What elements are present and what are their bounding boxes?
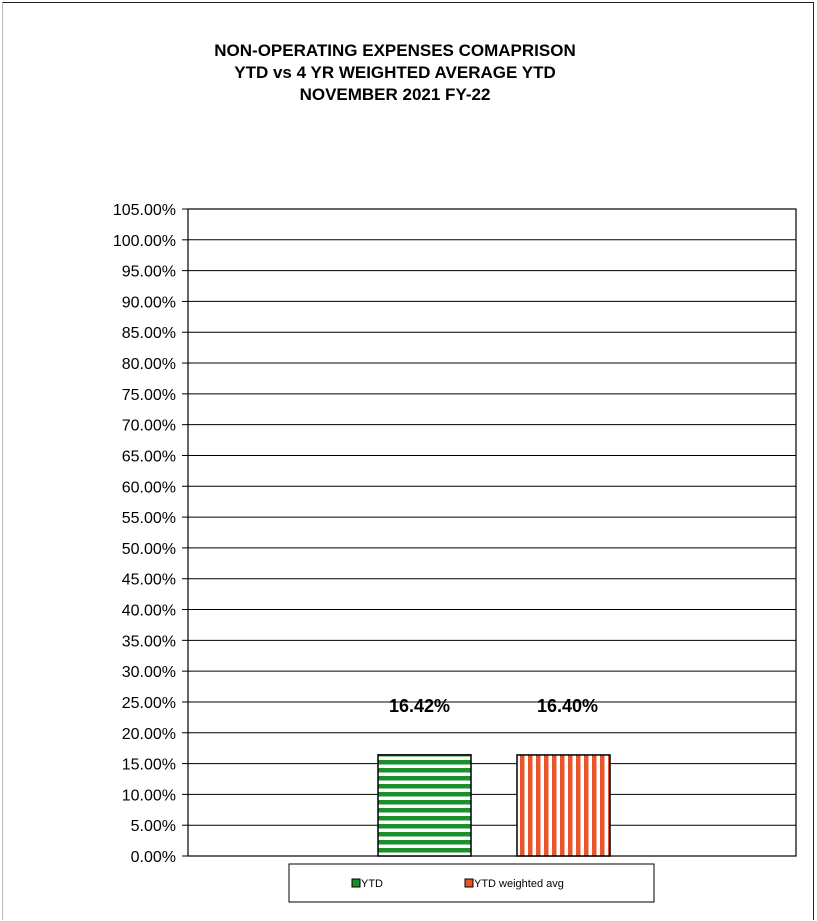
y-tick-label: 90.00% <box>122 294 176 311</box>
y-tick-label: 5.00% <box>131 818 176 835</box>
plot-area-border <box>187 208 797 857</box>
y-tick-label: 55.00% <box>122 510 176 527</box>
legend-label: YTD <box>361 878 383 890</box>
y-tick-labels: 0.00% 5.00% 10.00% 15.00% 20.00% 25.00% 30.00%… <box>113 202 176 866</box>
y-tick-label: 70.00% <box>122 418 176 435</box>
y-tick-label: 100.00% <box>113 233 176 250</box>
y-tick-label: 15.00% <box>122 757 176 774</box>
y-tick-label: 80.00% <box>122 356 176 373</box>
y-tick-label: 10.00% <box>122 787 176 804</box>
y-tick-label: 0.00% <box>131 849 176 866</box>
data-labels: 16.42% 16.40% <box>389 696 598 716</box>
y-tick-label: 30.00% <box>122 664 176 681</box>
y-tick-label: 40.00% <box>122 603 176 620</box>
bar-ytd-weighted-avg <box>516 754 611 857</box>
bar-ytd <box>377 754 472 857</box>
y-tick-label: 65.00% <box>122 448 176 465</box>
chart-title-line-2: YTD vs 4 YR WEIGHTED AVERAGE YTD <box>234 63 556 82</box>
y-tick-label: 20.00% <box>122 726 176 743</box>
y-tick-label: 25.00% <box>122 695 176 712</box>
y-tick-label: 95.00% <box>122 264 176 281</box>
chart-title-line-3: NOVEMBER 2021 FY-22 <box>300 85 491 104</box>
bars <box>377 754 611 857</box>
y-tick-label: 75.00% <box>122 387 176 404</box>
chart-title: NON-OPERATING EXPENSES COMAPRISON YTD vs … <box>214 41 575 104</box>
y-tick-label: 85.00% <box>122 325 176 342</box>
data-label-ytd-weighted-avg: 16.40% <box>537 696 598 716</box>
chart-title-line-1: NON-OPERATING EXPENSES COMAPRISON <box>214 41 575 60</box>
y-tick-label: 50.00% <box>122 541 176 558</box>
legend-label: YTD weighted avg <box>474 878 564 890</box>
legend: YTD YTD weighted avg <box>288 863 655 903</box>
legend-swatch <box>351 878 361 888</box>
y-tick-label: 60.00% <box>122 479 176 496</box>
y-tick-label: 45.00% <box>122 572 176 589</box>
data-label-ytd: 16.42% <box>389 696 450 716</box>
y-tick-label: 105.00% <box>113 202 176 219</box>
y-tick-label: 35.00% <box>122 633 176 650</box>
legend-swatch <box>464 878 474 888</box>
gridlines <box>182 208 797 857</box>
